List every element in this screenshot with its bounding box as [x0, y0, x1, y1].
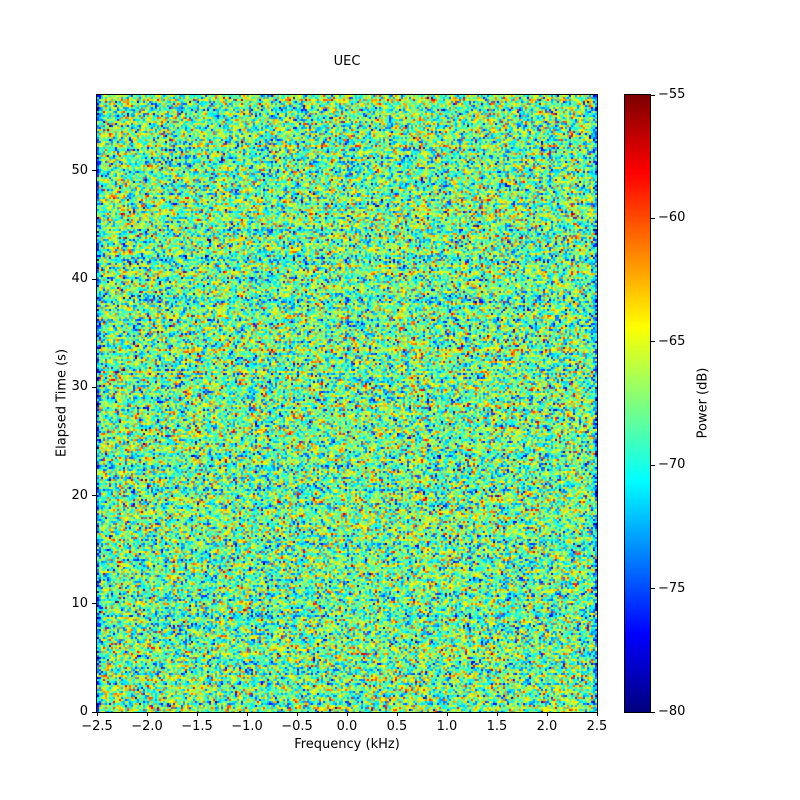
x-axis-label: Frequency (kHz) — [294, 737, 400, 752]
x-tick-mark — [146, 712, 148, 716]
colorbar-label: Power (dB) — [695, 367, 711, 439]
x-tick-label: −1.5 — [181, 719, 213, 734]
colorbar-canvas — [625, 95, 650, 712]
y-tick-label: 40 — [71, 271, 88, 287]
plot-frame — [96, 94, 598, 713]
x-tick-label: 1.5 — [486, 719, 508, 734]
x-tick-mark — [596, 712, 598, 716]
x-tick-mark — [96, 712, 98, 716]
colorbar-tick-label: −55 — [658, 87, 686, 102]
colorbar-frame — [624, 94, 651, 713]
y-tick-mark — [92, 495, 96, 496]
x-tick-label: 0.0 — [336, 719, 358, 734]
y-tick-mark — [92, 170, 96, 172]
y-tick-mark — [92, 711, 96, 713]
x-tick-label: 1.0 — [436, 719, 458, 734]
y-tick-label: 30 — [71, 379, 88, 395]
colorbar-tick-label: −60 — [658, 210, 686, 226]
x-tick-label: −0.5 — [281, 719, 313, 734]
colorbar-tick-mark — [651, 94, 655, 96]
x-tick-mark — [546, 712, 548, 716]
y-tick-mark — [92, 386, 96, 388]
y-tick-mark — [92, 278, 96, 280]
x-tick-mark — [396, 712, 398, 716]
x-tick-label: −1.0 — [231, 719, 263, 734]
x-tick-mark — [496, 712, 498, 716]
heatmap-canvas — [97, 95, 597, 712]
colorbar-tick-mark — [651, 217, 655, 219]
x-tick-mark — [246, 712, 248, 716]
colorbar-tick-label: −65 — [658, 333, 686, 349]
y-tick-mark — [92, 603, 96, 605]
x-tick-mark — [346, 712, 348, 716]
colorbar-tick-mark — [651, 341, 655, 343]
colorbar-tick-mark — [651, 464, 655, 466]
x-tick-label: 0.5 — [386, 719, 408, 734]
x-tick-mark — [196, 712, 198, 716]
x-tick-mark — [446, 712, 448, 716]
x-tick-label: −2.0 — [131, 719, 163, 734]
y-tick-label: 50 — [71, 162, 88, 178]
x-tick-label: 2.5 — [586, 719, 608, 734]
colorbar-tick-mark — [651, 711, 655, 713]
colorbar-tick-mark — [651, 588, 655, 590]
colorbar-tick-label: −75 — [658, 580, 686, 596]
colorbar-tick-label: −80 — [658, 704, 686, 719]
x-tick-label: −2.5 — [81, 719, 113, 734]
chart-title: UEC — [333, 54, 361, 69]
y-tick-label: 0 — [79, 704, 88, 719]
y-tick-label: 10 — [71, 595, 88, 611]
y-axis-label: Elapsed Time (s) — [54, 348, 70, 458]
colorbar-tick-label: −70 — [658, 457, 686, 473]
y-tick-label: 20 — [71, 487, 88, 503]
x-tick-label: 2.0 — [536, 719, 558, 734]
x-tick-mark — [296, 712, 298, 716]
